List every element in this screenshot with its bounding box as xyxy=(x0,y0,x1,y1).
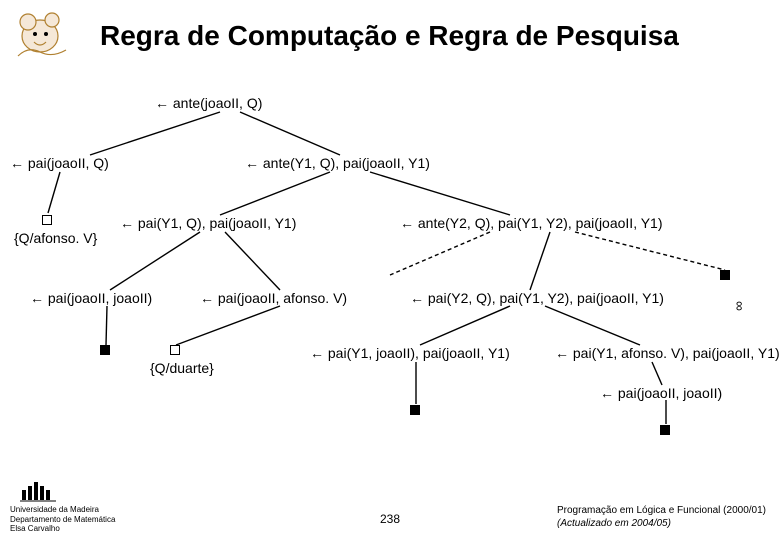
node-l1a: ← pai(joaoII, Q) xyxy=(10,155,109,171)
node-l1b: ← ante(Y1, Q), pai(joaoII, Y1) xyxy=(245,155,430,171)
fail-box-3 xyxy=(660,425,670,435)
success-box-2 xyxy=(170,345,180,355)
node-l5: ← pai(joaoII, joaoII) xyxy=(600,385,722,401)
footer-affiliation: Universidade da Madeira Departamento de … xyxy=(10,505,115,534)
node-root: ← ante(joaoII, Q) xyxy=(155,95,262,111)
fail-box-1 xyxy=(100,345,110,355)
header-logo xyxy=(8,8,80,68)
node-l4c: ← pai(Y1, afonso. V), pai(joaoII, Y1) xyxy=(555,345,780,361)
subst-2: {Q/duarte} xyxy=(150,360,214,376)
inf-box xyxy=(720,270,730,280)
page-number: 238 xyxy=(380,512,400,526)
node-l4b: ← pai(Y1, joaoII), pai(joaoII, Y1) xyxy=(310,345,510,361)
university-logo xyxy=(20,478,56,502)
subst-1: {Q/afonso. V} xyxy=(14,230,97,246)
node-l3b: ← pai(joaoII, afonso. V) xyxy=(200,290,347,306)
slide-title: Regra de Computação e Regra de Pesquisa xyxy=(100,20,679,52)
fail-box-2 xyxy=(410,405,420,415)
tree-edges xyxy=(0,0,780,540)
node-l2c: ← ante(Y2, Q), pai(Y1, Y2), pai(joaoII, … xyxy=(400,215,663,231)
footer-course: Programação em Lógica e Funcional (2000/… xyxy=(557,504,766,530)
node-l2b: ← pai(Y1, Q), pai(joaoII, Y1) xyxy=(120,215,296,231)
node-l3c: ← pai(Y2, Q), pai(Y1, Y2), pai(joaoII, Y… xyxy=(410,290,664,306)
success-box-1 xyxy=(42,215,52,225)
infinity-label: ∞ xyxy=(732,301,748,311)
node-l3a: ← pai(joaoII, joaoII) xyxy=(30,290,152,306)
